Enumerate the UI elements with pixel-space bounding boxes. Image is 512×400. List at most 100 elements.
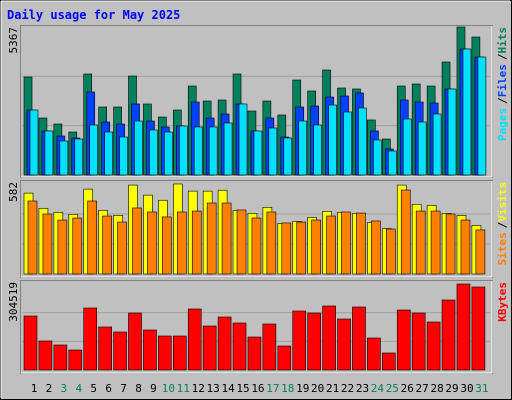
bar [266, 211, 277, 275]
bar [221, 202, 232, 275]
bar [179, 125, 188, 176]
bar [104, 131, 113, 176]
bar [356, 212, 366, 275]
legend: Sites /Visits [496, 182, 509, 266]
bar [173, 335, 187, 371]
bar [238, 103, 248, 176]
x-tick-label: 1 [31, 382, 38, 395]
bar [441, 299, 456, 371]
bar [89, 124, 99, 176]
bar [400, 189, 411, 275]
bar [164, 131, 173, 176]
x-tick-label: 6 [105, 382, 112, 395]
x-tick-label: 20 [311, 382, 324, 395]
bar [128, 312, 142, 371]
chart-title: Daily usage for May 2025 [7, 8, 180, 22]
x-tick-label: 19 [296, 382, 309, 395]
x-tick-label: 2 [46, 382, 53, 395]
x-tick-label: 14 [221, 382, 235, 395]
bar [59, 140, 69, 176]
legend-sep: / [496, 97, 509, 104]
x-tick-label: 25 [386, 382, 399, 395]
bar [402, 118, 412, 176]
bar [202, 325, 217, 371]
bar [432, 113, 442, 176]
bar [477, 56, 487, 176]
legend-entry: Pages [496, 108, 509, 141]
bar [415, 210, 426, 275]
plot-layer: 5367Pages/Files/Hits582Sites/Visits30451… [7, 25, 509, 395]
bar [296, 221, 307, 275]
y-max-label: 5367 [7, 27, 20, 54]
x-tick-label: 9 [150, 382, 157, 395]
x-tick-label: 27 [416, 382, 429, 395]
bar [27, 200, 38, 275]
x-tick-label: 29 [445, 382, 458, 395]
bar [247, 336, 262, 371]
legend: Pages/Files/Hits [496, 27, 509, 141]
bar [253, 130, 263, 176]
bar [149, 129, 158, 176]
bar [57, 219, 68, 275]
bar [268, 127, 278, 176]
bar [283, 137, 293, 176]
bar [382, 352, 396, 371]
bar [292, 310, 307, 371]
bar [251, 217, 262, 275]
bar [132, 207, 142, 275]
bar [462, 48, 472, 176]
x-tick-label: 7 [120, 382, 127, 395]
bar [367, 337, 381, 371]
bar [223, 122, 233, 176]
bar [119, 136, 128, 176]
bar [358, 107, 367, 176]
x-tick-label: 11 [177, 382, 190, 395]
y-max-label: 582 [7, 182, 20, 202]
x-tick-label: 10 [162, 382, 175, 395]
bar [417, 121, 427, 176]
x-tick-label: 23 [356, 382, 369, 395]
x-tick-label: 15 [236, 382, 249, 395]
x-tick-label: 5 [90, 382, 97, 395]
bar [311, 219, 321, 275]
y-max-label: 304519 [7, 282, 20, 322]
bar [328, 104, 337, 176]
bar [208, 126, 218, 176]
bar [475, 229, 486, 275]
bar [371, 220, 381, 275]
bar [117, 221, 127, 275]
x-tick-label: 8 [135, 382, 142, 395]
x-tick-label: 26 [401, 382, 414, 395]
bar [341, 211, 351, 275]
bar [456, 283, 471, 371]
bar [23, 315, 38, 371]
bar [343, 111, 352, 176]
bar [307, 312, 321, 371]
x-tick-label: 18 [281, 382, 294, 395]
bar [187, 308, 202, 371]
bar [326, 215, 336, 275]
bar [143, 329, 157, 371]
bar [373, 139, 382, 176]
bar [322, 305, 336, 371]
bar [471, 286, 486, 371]
legend-entry: Visits [496, 182, 509, 222]
bar [147, 211, 157, 275]
bar [411, 312, 426, 371]
x-tick-label: 13 [207, 382, 220, 395]
legend-entry: Files [496, 64, 509, 97]
bar [206, 202, 217, 275]
bar [177, 211, 187, 275]
bar [217, 316, 232, 371]
legend-entry: Sites [496, 232, 509, 265]
bar [44, 130, 54, 176]
bar [262, 323, 277, 371]
bar [396, 309, 411, 371]
bar [193, 126, 203, 176]
x-tick-label: 28 [430, 382, 443, 395]
x-tick-label: 24 [371, 382, 385, 395]
bar [313, 124, 322, 176]
bar [38, 340, 53, 371]
x-tick-label: 22 [341, 382, 354, 395]
bar [236, 209, 247, 275]
